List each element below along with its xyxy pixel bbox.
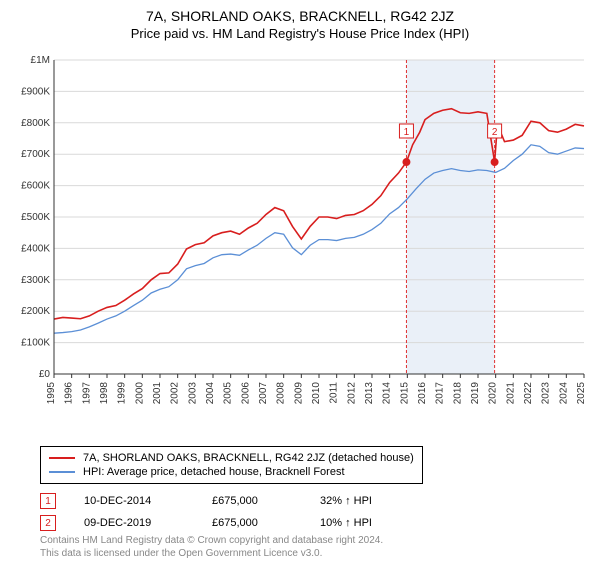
svg-text:2024: 2024	[558, 382, 569, 405]
svg-text:2001: 2001	[152, 382, 163, 405]
chart-subtitle: Price paid vs. HM Land Registry's House …	[0, 26, 600, 41]
svg-text:2015: 2015	[399, 382, 410, 405]
legend-label: HPI: Average price, detached house, Brac…	[83, 466, 345, 478]
line-chart: £0 £100K £200K £300K £400K £500K £600K £700K £80…	[10, 54, 590, 434]
legend-label: 7A, SHORLAND OAKS, BRACKNELL, RG42 2JZ (…	[83, 452, 414, 464]
sale-marker: 1	[40, 493, 56, 509]
legend-swatch	[49, 457, 75, 459]
svg-text:2004: 2004	[205, 382, 216, 405]
svg-text:2011: 2011	[329, 382, 340, 404]
sale-price: £675,000	[212, 517, 292, 529]
legend-item: 7A, SHORLAND OAKS, BRACKNELL, RG42 2JZ (…	[49, 451, 414, 465]
svg-text:2020: 2020	[488, 382, 499, 405]
svg-text:£600K: £600K	[21, 181, 50, 192]
svg-text:2017: 2017	[435, 382, 446, 405]
sale-price: £675,000	[212, 495, 292, 507]
svg-text:2016: 2016	[417, 382, 428, 405]
svg-text:2: 2	[492, 127, 498, 138]
svg-text:2023: 2023	[541, 382, 552, 405]
sale-events: 1 10-DEC-2014 £675,000 32% ↑ HPI 2 09-DE…	[40, 490, 400, 534]
sale-date: 09-DEC-2019	[84, 517, 184, 529]
svg-text:£0: £0	[39, 369, 51, 380]
svg-text:2002: 2002	[170, 382, 181, 405]
svg-text:£1M: £1M	[31, 55, 50, 66]
svg-text:2008: 2008	[276, 382, 287, 405]
sale-date: 10-DEC-2014	[84, 495, 184, 507]
svg-text:£100K: £100K	[21, 338, 50, 349]
svg-text:£900K: £900K	[21, 86, 50, 97]
svg-text:2025: 2025	[576, 382, 587, 405]
svg-text:2013: 2013	[364, 382, 375, 405]
svg-text:1: 1	[404, 127, 410, 138]
svg-text:1998: 1998	[99, 382, 110, 405]
chart-title: 7A, SHORLAND OAKS, BRACKNELL, RG42 2JZ	[0, 8, 600, 24]
legend-item: HPI: Average price, detached house, Brac…	[49, 465, 414, 479]
svg-text:2005: 2005	[223, 382, 234, 405]
svg-text:£700K: £700K	[21, 149, 50, 160]
svg-text:1997: 1997	[81, 382, 92, 405]
svg-text:2007: 2007	[258, 382, 269, 405]
sale-diff: 32% ↑ HPI	[320, 495, 400, 507]
svg-text:2006: 2006	[240, 382, 251, 405]
sale-diff: 10% ↑ HPI	[320, 517, 400, 529]
svg-text:2010: 2010	[311, 382, 322, 405]
svg-text:2022: 2022	[523, 382, 534, 405]
svg-text:2009: 2009	[293, 382, 304, 405]
sale-marker: 2	[40, 515, 56, 531]
legend: 7A, SHORLAND OAKS, BRACKNELL, RG42 2JZ (…	[40, 446, 423, 484]
svg-text:1996: 1996	[64, 382, 75, 405]
svg-text:£800K: £800K	[21, 118, 50, 129]
svg-text:£300K: £300K	[21, 275, 50, 286]
svg-text:2021: 2021	[505, 382, 516, 405]
svg-text:2012: 2012	[346, 382, 357, 405]
svg-text:2000: 2000	[134, 382, 145, 405]
svg-text:2003: 2003	[187, 382, 198, 405]
svg-text:2014: 2014	[382, 382, 393, 405]
svg-text:£400K: £400K	[21, 243, 50, 254]
sale-row: 1 10-DEC-2014 £675,000 32% ↑ HPI	[40, 490, 400, 512]
svg-text:2018: 2018	[452, 382, 463, 405]
svg-text:1999: 1999	[117, 382, 128, 405]
footer-text: Contains HM Land Registry data © Crown c…	[40, 534, 383, 560]
legend-swatch	[49, 471, 75, 473]
svg-text:1995: 1995	[46, 382, 57, 405]
svg-text:£500K: £500K	[21, 212, 50, 223]
sale-row: 2 09-DEC-2019 £675,000 10% ↑ HPI	[40, 512, 400, 534]
svg-text:2019: 2019	[470, 382, 481, 405]
svg-text:£200K: £200K	[21, 306, 50, 317]
